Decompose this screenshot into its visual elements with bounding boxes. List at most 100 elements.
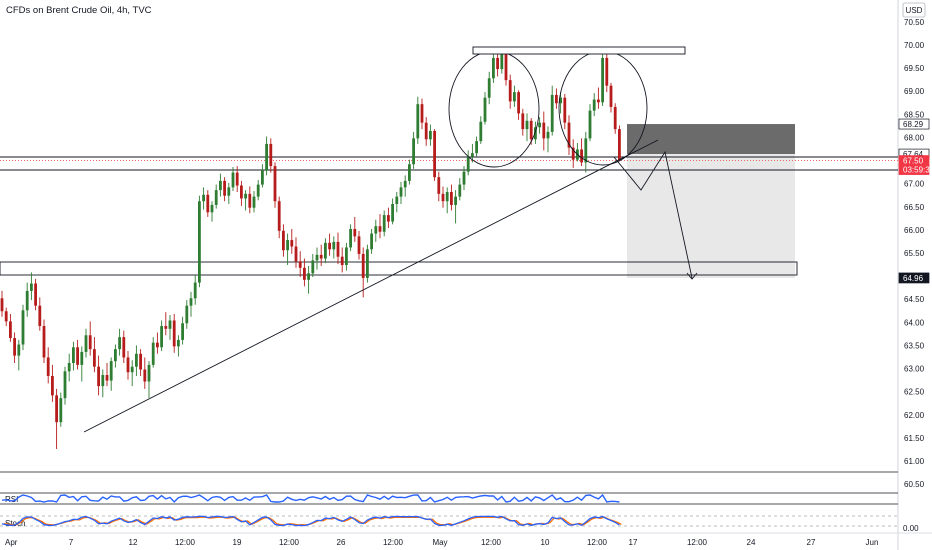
stoch-tick-zero: 0.00 <box>903 524 919 533</box>
candle-body <box>521 113 525 130</box>
price-tick-label: 63.50 <box>904 341 925 350</box>
price-tick-label: 67.00 <box>904 180 925 189</box>
candle-body <box>471 153 474 157</box>
candle-body <box>240 185 243 199</box>
candle-body <box>357 236 361 254</box>
projected-price-path[interactable] <box>613 150 693 279</box>
candle-body <box>374 226 378 234</box>
price-tick-label: 61.50 <box>904 434 925 443</box>
candle-body <box>370 233 373 250</box>
candle-body <box>223 180 226 196</box>
candle-body <box>76 347 79 365</box>
take-profit-zone[interactable] <box>627 154 795 278</box>
candle-body <box>25 290 29 311</box>
candle-body <box>93 349 96 367</box>
candle-body <box>437 177 441 194</box>
ascending-trendline[interactable] <box>83 139 659 433</box>
candle-body <box>361 253 365 278</box>
candle-body <box>126 357 130 373</box>
overlay-layer[interactable] <box>83 46 698 433</box>
candle-body <box>252 196 256 208</box>
candles-layer <box>0 47 621 449</box>
candle-body <box>395 196 399 205</box>
stop-loss-zone[interactable] <box>627 124 795 155</box>
candle-body <box>424 122 428 140</box>
candle-body <box>563 97 567 123</box>
time-axis-ticks: Apr 7 12 12:00 19 12:00 26 12:00 May 12:00 10 12:00… <box>5 538 878 547</box>
price-axis-ticks: 70.50 70.00 69.50 69.00 68.50 68.00 67.50 67.00… <box>904 18 925 489</box>
candle-body <box>214 190 218 205</box>
candle-body <box>63 371 67 399</box>
candle-body <box>416 104 420 139</box>
candle-body <box>244 193 247 199</box>
price-tag-label: 67.50 <box>903 157 924 166</box>
candle-body <box>311 260 315 274</box>
candle-body <box>613 106 617 130</box>
price-tag-label: 68.29 <box>903 120 924 129</box>
candle-body <box>324 242 327 259</box>
candle-body <box>584 138 588 163</box>
candle-body <box>193 282 197 299</box>
candle-body <box>206 194 210 213</box>
candle-body <box>366 249 369 278</box>
candle-body <box>219 180 222 191</box>
candle-body <box>429 130 432 140</box>
candle-body <box>328 242 331 250</box>
candle-body <box>487 78 491 98</box>
candle-body <box>332 241 336 250</box>
candle-body <box>496 57 499 70</box>
drawing-layer[interactable] <box>0 124 898 278</box>
time-tick-label: Apr <box>5 538 18 547</box>
candle-body <box>298 261 302 268</box>
currency-label: USD <box>906 6 923 15</box>
candle-body <box>59 398 63 423</box>
price-tag: 64.96 <box>898 272 930 284</box>
candle-body <box>508 80 512 102</box>
stoch-d-line <box>3 516 622 526</box>
candle-body <box>597 99 600 103</box>
time-tick-label: 27 <box>807 538 816 547</box>
candle-body <box>105 375 109 381</box>
price-tag-box <box>898 272 930 284</box>
candle-body <box>177 339 180 347</box>
candle-body <box>181 323 184 340</box>
time-tick-label: 12:00 <box>279 538 300 547</box>
price-tag: 67.50 <box>898 155 930 166</box>
candle-body <box>559 97 562 104</box>
candle-body <box>433 130 436 178</box>
candle-body <box>420 104 424 123</box>
price-tag-label: 67.64 <box>903 150 924 159</box>
price-tick-label: 66.50 <box>904 203 925 212</box>
candle-body <box>21 310 25 345</box>
candle-body <box>282 230 285 251</box>
candle-body <box>189 298 193 306</box>
time-tick-label: Jun <box>866 538 879 547</box>
projected-path-arrowhead <box>686 272 698 280</box>
candle-body <box>542 122 546 139</box>
candle-body <box>412 138 415 165</box>
time-tick-label: 24 <box>747 538 756 547</box>
candle-body <box>42 326 46 358</box>
support-zone-box[interactable] <box>0 261 798 276</box>
price-tick-label: 69.50 <box>904 64 925 73</box>
price-tick-label: 68.00 <box>904 133 925 142</box>
time-tick-label: 26 <box>337 538 346 547</box>
candle-body <box>30 283 33 291</box>
candle-body <box>147 364 151 382</box>
candle-body <box>399 187 403 197</box>
candle-body <box>601 57 604 103</box>
double-top-resistance-box[interactable] <box>472 46 686 55</box>
currency-box[interactable] <box>902 2 926 18</box>
price-tag: 68.29 <box>898 118 930 130</box>
candle-body <box>55 395 58 423</box>
candle-body <box>458 184 462 197</box>
price-tick-label: 61.00 <box>904 457 925 466</box>
price-tag-box <box>898 118 930 130</box>
candle-body <box>408 164 411 181</box>
candle-body <box>525 120 529 130</box>
candle-body <box>34 283 37 306</box>
price-tick-label: 62.50 <box>904 388 925 397</box>
candle-body <box>517 92 520 114</box>
price-tick-label: 64.00 <box>904 318 925 327</box>
